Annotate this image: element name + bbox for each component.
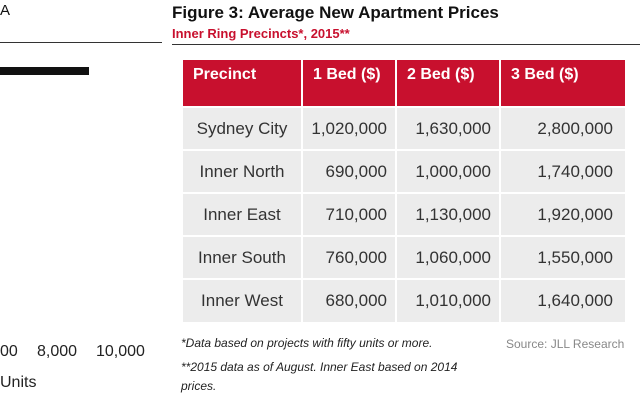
table-row: Inner North 690,000 1,000,000 1,740,000	[183, 149, 625, 193]
left-chart-tick-label: 8,000	[37, 343, 78, 360]
figure-subtitle: Inner Ring Precincts*, 2015**	[172, 26, 350, 41]
price-cell: 1,020,000	[302, 106, 397, 150]
source-note: Source: JLL Research	[506, 337, 625, 351]
price-cell: 1,740,000	[500, 149, 625, 193]
table-header-row: Precinct 1 Bed ($) 2 Bed ($) 3 Bed ($)	[183, 60, 625, 107]
left-figure-heading-fragment: A	[0, 2, 11, 19]
left-chart-axis-label: Units	[0, 374, 37, 391]
precinct-cell: Sydney City	[183, 106, 303, 150]
table-row: Inner South 760,000 1,060,000 1,550,000	[183, 235, 625, 279]
price-cell: 1,010,000	[396, 278, 501, 322]
table-row: Sydney City 1,020,000 1,630,000 2,800,00…	[183, 106, 625, 150]
price-cell: 680,000	[302, 278, 397, 322]
price-cell: 2,800,000	[500, 106, 625, 150]
price-cell: 690,000	[302, 149, 397, 193]
footnote-projects: *Data based on projects with fifty units…	[181, 336, 433, 350]
table-row: Inner East 710,000 1,130,000 1,920,000	[183, 192, 625, 236]
header-3-bed: 3 Bed ($)	[500, 60, 625, 107]
price-cell: 1,640,000	[500, 278, 625, 322]
figure-divider	[172, 44, 640, 45]
price-cell: 1,130,000	[396, 192, 501, 236]
footnote-data-date: **2015 data as of August. Inner East bas…	[181, 360, 458, 393]
precinct-cell: Inner North	[183, 149, 303, 193]
price-cell: 710,000	[302, 192, 397, 236]
price-cell: 1,920,000	[500, 192, 625, 236]
price-table: Precinct 1 Bed ($) 2 Bed ($) 3 Bed ($) S…	[183, 60, 625, 322]
price-cell: 1,060,000	[396, 235, 501, 279]
figure-title: Figure 3: Average New Apartment Prices	[172, 3, 499, 22]
precinct-cell: Inner South	[183, 235, 303, 279]
header-2-bed: 2 Bed ($)	[396, 60, 501, 107]
precinct-cell: Inner East	[183, 192, 303, 236]
left-chart-bar	[0, 67, 89, 75]
left-figure-divider	[0, 42, 162, 43]
precinct-cell: Inner West	[183, 278, 303, 322]
price-cell: 1,550,000	[500, 235, 625, 279]
price-cell: 1,000,000	[396, 149, 501, 193]
left-chart-tick-label: 10,000	[96, 343, 145, 360]
header-precinct: Precinct	[183, 60, 303, 107]
price-cell: 760,000	[302, 235, 397, 279]
price-cell: 1,630,000	[396, 106, 501, 150]
table-row: Inner West 680,000 1,010,000 1,640,000	[183, 278, 625, 322]
left-chart-tick-label: 00	[0, 343, 18, 360]
header-1-bed: 1 Bed ($)	[302, 60, 397, 107]
